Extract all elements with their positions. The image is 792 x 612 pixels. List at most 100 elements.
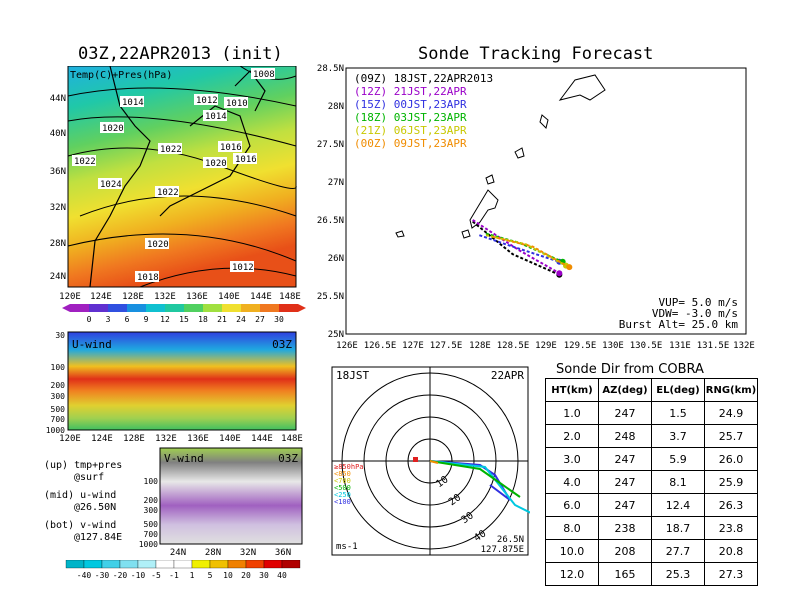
isobar-label: 1014 xyxy=(122,98,144,108)
colorbar-tick: 9 xyxy=(144,315,149,324)
v-y-tick: 1000 xyxy=(139,540,158,549)
table-cell: 26.3 xyxy=(704,493,758,517)
v-y-tick: 700 xyxy=(144,530,159,539)
table-cell: 3.7 xyxy=(651,424,705,448)
temp-field xyxy=(67,66,297,288)
isobar-label: 1012 xyxy=(196,96,218,106)
wind-colorbar-tick: -40 xyxy=(77,571,92,580)
table-cell: 238 xyxy=(598,516,652,540)
launch-tag: (09Z) xyxy=(354,72,387,85)
track-line xyxy=(472,219,560,275)
wind-colorbar-tick: -1 xyxy=(169,571,179,580)
table-cell: 23.8 xyxy=(704,516,758,540)
launch-label: 21JST,22APR xyxy=(394,85,467,98)
lon-tick: 144E xyxy=(250,292,272,302)
track-lat-tick: 28N xyxy=(328,102,344,112)
wind-colorbar-swatch xyxy=(209,560,229,569)
v-y-tick: 200 xyxy=(144,496,159,505)
wind-colorbar-swatch xyxy=(119,560,139,569)
svg-text:(15Z) 00JST,23APR: (15Z) 00JST,23APR xyxy=(354,98,467,111)
u-lon-tick: 120E xyxy=(59,434,81,444)
colorbar-tick: 6 xyxy=(125,315,130,324)
table-cell: 247 xyxy=(598,447,652,471)
wind-colorbar-swatch xyxy=(281,560,301,569)
isobar-label: 1020 xyxy=(205,159,227,169)
level-legend: ≥850hPa xyxy=(334,463,364,471)
table-cell: 5.9 xyxy=(651,447,705,471)
track-lat-tick: 25.5N xyxy=(317,292,344,302)
lat-tick: 40N xyxy=(50,129,66,139)
track-line xyxy=(472,220,560,276)
table-cell: 3.0 xyxy=(545,447,599,471)
track-line xyxy=(492,235,570,268)
wind-colorbar-swatch xyxy=(227,560,247,569)
table-cell: 4.0 xyxy=(545,470,599,494)
isobar-label: 1014 xyxy=(205,112,227,122)
track-endpoint xyxy=(556,270,563,277)
lon-tick: 124E xyxy=(90,292,112,302)
level-legend: <850 xyxy=(334,470,351,478)
track-lon-tick: 130.5E xyxy=(630,341,663,351)
map-title: 03Z,22APR2013 (init) xyxy=(78,44,283,64)
u-y-tick: 500 xyxy=(51,405,66,414)
track-line xyxy=(479,234,560,263)
track-lon-tick: 128E xyxy=(469,341,491,351)
u-lon-tick: 140E xyxy=(219,434,241,444)
note-bot-level: @127.84E xyxy=(74,532,123,543)
v-y-tick: 100 xyxy=(144,477,159,486)
v-wind-time: 03Z xyxy=(278,452,298,465)
temp-map: 1008 1014 1012 1010 1014 1020 1016 1022 … xyxy=(50,66,301,302)
isobar-label: 1022 xyxy=(157,188,179,198)
v-lat-tick: 32N xyxy=(240,548,256,558)
sonde-dir-table: HT(km) AZ(deg) EL(deg) RNG(km) 1.0 247 1.5… xyxy=(545,378,758,586)
track-lon-tick: 132E xyxy=(733,341,755,351)
wind-colorbar-tick: 10 xyxy=(223,571,233,580)
u-y-tick: 300 xyxy=(51,392,66,401)
table-cell: 1.5 xyxy=(651,401,705,425)
table-cell: 25.7 xyxy=(704,424,758,448)
table-cell: 247 xyxy=(598,493,652,517)
v-y-tick: 500 xyxy=(144,520,159,529)
launch-tag: (21Z) xyxy=(354,124,387,137)
table-cell: 1.0 xyxy=(545,401,599,425)
track-lon-tick: 126.5E xyxy=(364,341,397,351)
wind-colorbar-swatch xyxy=(101,560,121,569)
u-lon-tick: 136E xyxy=(187,434,209,444)
table-row: 2.0 248 3.7 25.7 xyxy=(545,424,758,448)
table-row: 3.0 247 5.9 26.0 xyxy=(545,447,758,471)
v-lat-tick: 36N xyxy=(275,548,291,558)
colorbar-tick: 21 xyxy=(217,315,227,324)
table-cell: 248 xyxy=(598,424,652,448)
isobar-label: 1016 xyxy=(235,155,257,165)
polar-unit: ms-1 xyxy=(336,542,358,552)
u-lon-tick: 144E xyxy=(251,434,273,444)
lat-tick: 44N xyxy=(50,94,66,104)
col-header: HT(km) xyxy=(545,378,599,402)
track-lon-tick: 129E xyxy=(535,341,557,351)
isobar-label: 1022 xyxy=(74,157,96,167)
table-cell: 6.0 xyxy=(545,493,599,517)
svg-text:(12Z) 21JST,22APR: (12Z) 21JST,22APR xyxy=(354,85,467,98)
track-lat-tick: 26.5N xyxy=(317,216,344,226)
level-legend: <100 xyxy=(334,498,351,506)
wind-colorbar: -40 -30 -20 -10 -5 -1 1 5 10 20 30 40 xyxy=(65,560,301,580)
table-cell: 25.9 xyxy=(704,470,758,494)
isobar-label: 1020 xyxy=(147,240,169,250)
wind-colorbar-swatch xyxy=(137,560,157,569)
isobar-label: 1020 xyxy=(102,124,124,134)
isobar-label: 1016 xyxy=(220,143,242,153)
table-row: 10.0 208 27.7 20.8 xyxy=(545,539,758,563)
table-row: 8.0 238 18.7 23.8 xyxy=(545,516,758,540)
note-bot: (bot) v-wind xyxy=(44,520,117,531)
track-lon-tick: 131.5E xyxy=(697,341,730,351)
u-y-tick: 1000 xyxy=(46,426,65,435)
vup-text: VUP= 5.0 m/s xyxy=(659,296,738,309)
v-wind-label: V-wind xyxy=(164,452,204,465)
polar-time: 18JST xyxy=(336,369,369,382)
u-wind-label: U-wind xyxy=(72,338,112,351)
wind-colorbar-swatch xyxy=(155,560,175,569)
note-up-level: @surf xyxy=(74,472,105,483)
table-cell: 2.0 xyxy=(545,424,599,448)
lat-tick: 24N xyxy=(50,272,66,282)
lat-tick: 36N xyxy=(50,167,66,177)
